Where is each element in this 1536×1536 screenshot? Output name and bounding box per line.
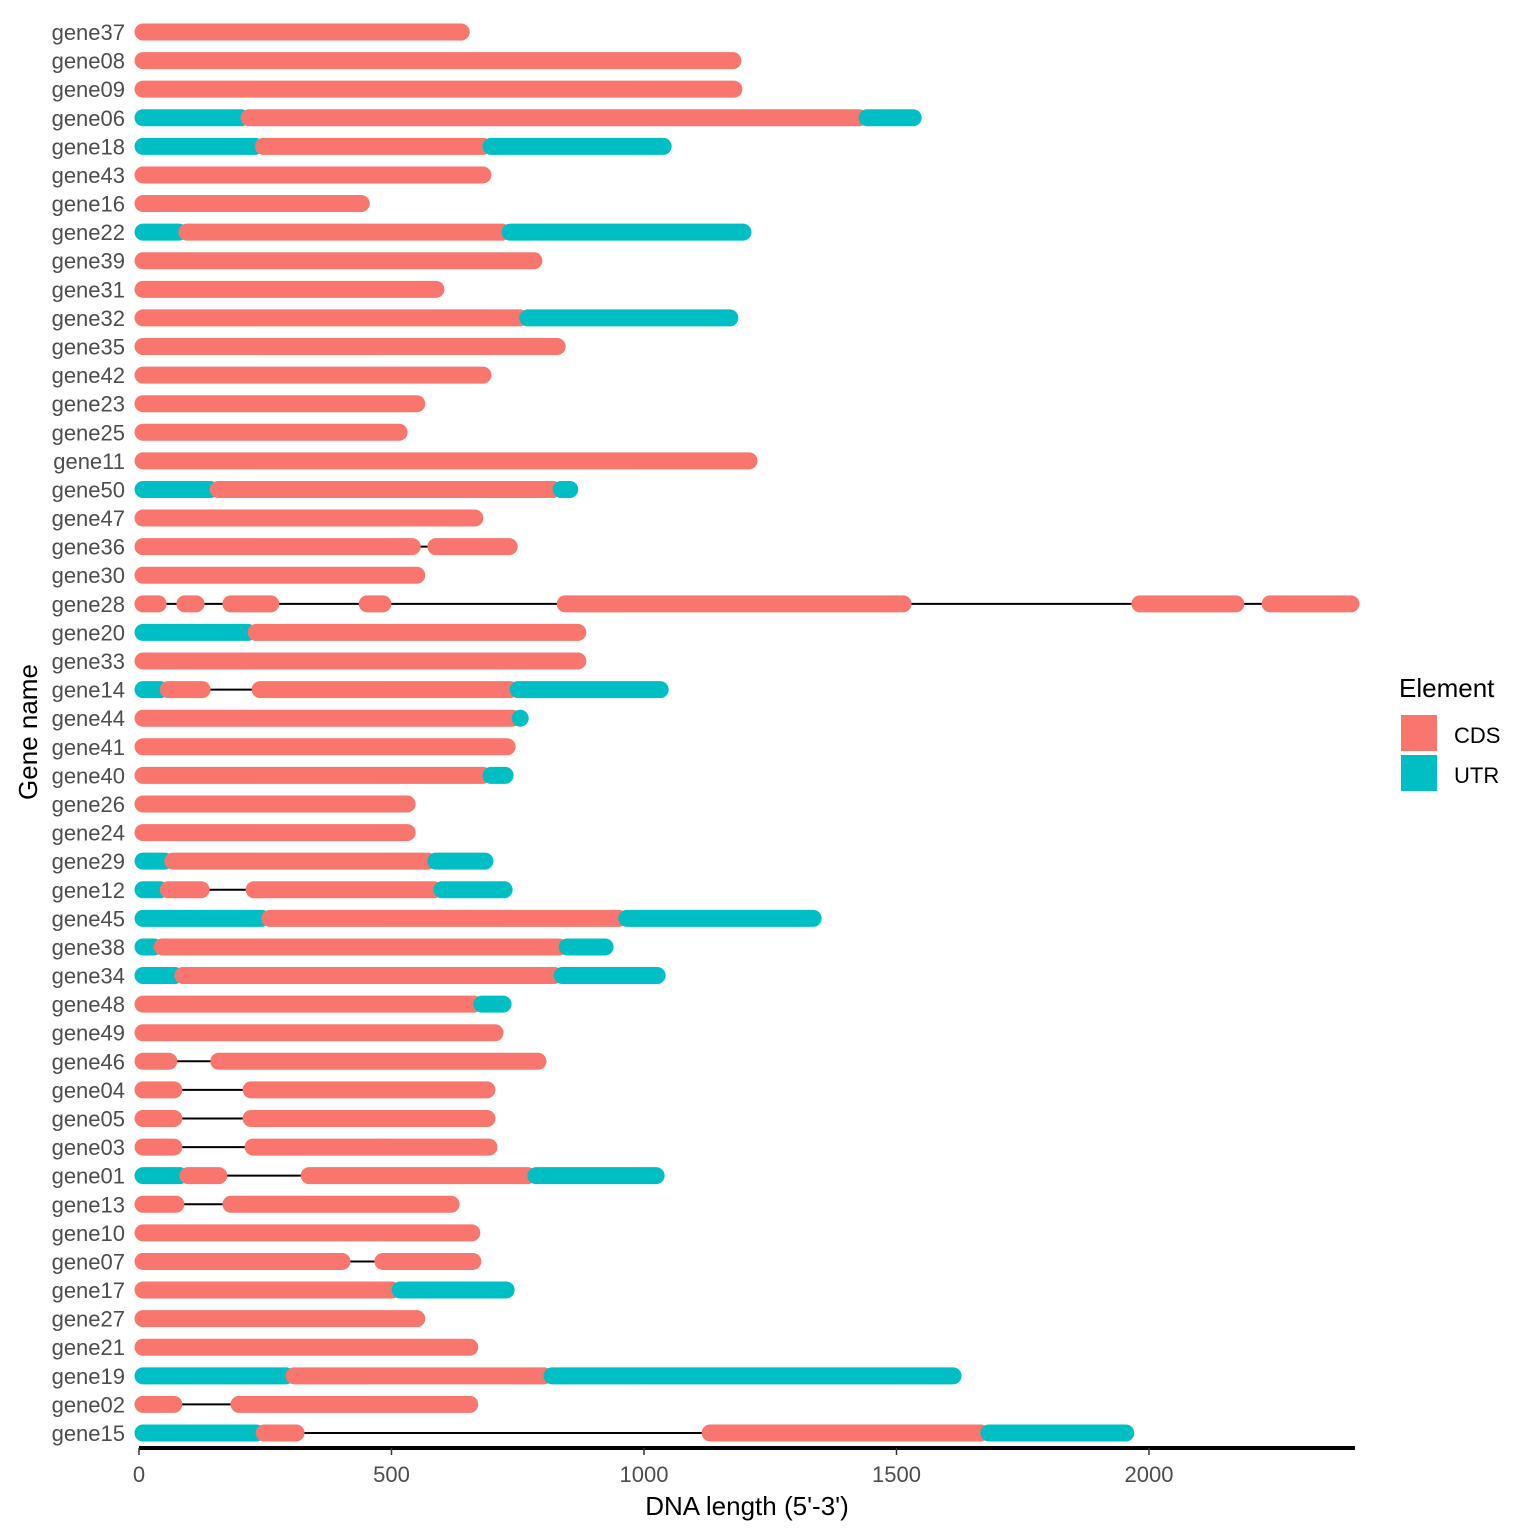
legend-key-utr [1401,755,1437,791]
y-tick-label: gene37 [52,20,125,45]
y-tick-label: gene07 [52,1249,125,1274]
intron-lines [139,31,1355,1434]
y-tick-label: gene22 [52,220,125,245]
y-tick-label: gene13 [52,1192,125,1217]
legend-title: Element [1399,673,1495,703]
y-tick-label: gene25 [52,420,125,445]
y-tick-label: gene12 [52,878,125,903]
legend-key-cds [1401,715,1437,751]
y-tick-label: gene10 [52,1221,125,1246]
y-tick-label: gene04 [52,1078,125,1103]
y-tick-label: gene42 [52,363,125,388]
y-tick-label: gene17 [52,1278,125,1303]
x-tick-label: 2000 [1124,1462,1173,1487]
x-axis-title: DNA length (5'-3') [645,1491,849,1521]
y-tick-label: gene20 [52,620,125,645]
y-tick-label: gene38 [52,935,125,960]
y-tick-label: gene32 [52,306,125,331]
y-tick-label: gene21 [52,1335,125,1360]
y-tick-label: gene26 [52,792,125,817]
y-tick-label: gene31 [52,277,125,302]
y-tick-label: gene33 [52,649,125,674]
y-tick-label: gene19 [52,1364,125,1389]
x-tick-label: 1500 [872,1462,921,1487]
y-tick-label: gene03 [52,1135,125,1160]
x-tick-label: 0 [133,1462,145,1487]
y-tick-label: gene44 [52,706,125,731]
exon-bars [134,23,1360,1442]
y-tick-label: gene40 [52,763,125,788]
y-tick-label: gene23 [52,392,125,417]
y-tick-label: gene50 [52,477,125,502]
y-tick-label: gene29 [52,849,125,874]
y-tick-label: gene24 [52,821,125,846]
y-tick-label: gene16 [52,192,125,217]
y-tick-label: gene41 [52,735,125,760]
x-tick-label: 500 [373,1462,410,1487]
y-tick-label: gene05 [52,1106,125,1131]
y-tick-label: gene39 [52,249,125,274]
y-tick-label: gene09 [52,77,125,102]
x-ticks: 0 500 1000 1500 2000 [133,1448,1173,1487]
y-axis-title: Gene name [13,664,43,800]
y-tick-label: gene02 [52,1392,125,1417]
y-tick-label: gene36 [52,535,125,560]
legend: Element CDS UTR [1399,673,1500,791]
y-tick-labels: gene37 gene08 gene09 gene06 gene18 gene43 gene… [52,20,125,1446]
y-tick-label: gene27 [52,1307,125,1332]
y-tick-label: gene46 [52,1049,125,1074]
y-tick-label: gene45 [52,906,125,931]
y-tick-label: gene01 [52,1164,125,1189]
y-tick-label: gene35 [52,335,125,360]
y-tick-label: gene11 [53,449,125,474]
y-tick-label: gene48 [52,992,125,1017]
y-tick-label: gene49 [52,1021,125,1046]
y-tick-label: gene15 [52,1421,125,1446]
y-tick-label: gene30 [52,563,125,588]
x-tick-label: 1000 [620,1462,669,1487]
y-tick-label: gene14 [52,678,125,703]
y-tick-label: gene08 [52,49,125,74]
y-tick-label: gene47 [52,506,125,531]
y-tick-label: gene34 [52,964,125,989]
legend-label-cds: CDS [1454,723,1500,748]
y-tick-label: gene06 [52,106,125,131]
y-tick-label: gene18 [52,134,125,159]
y-tick-label: gene28 [52,592,125,617]
legend-label-utr: UTR [1454,763,1499,788]
y-tick-label: gene43 [52,163,125,188]
